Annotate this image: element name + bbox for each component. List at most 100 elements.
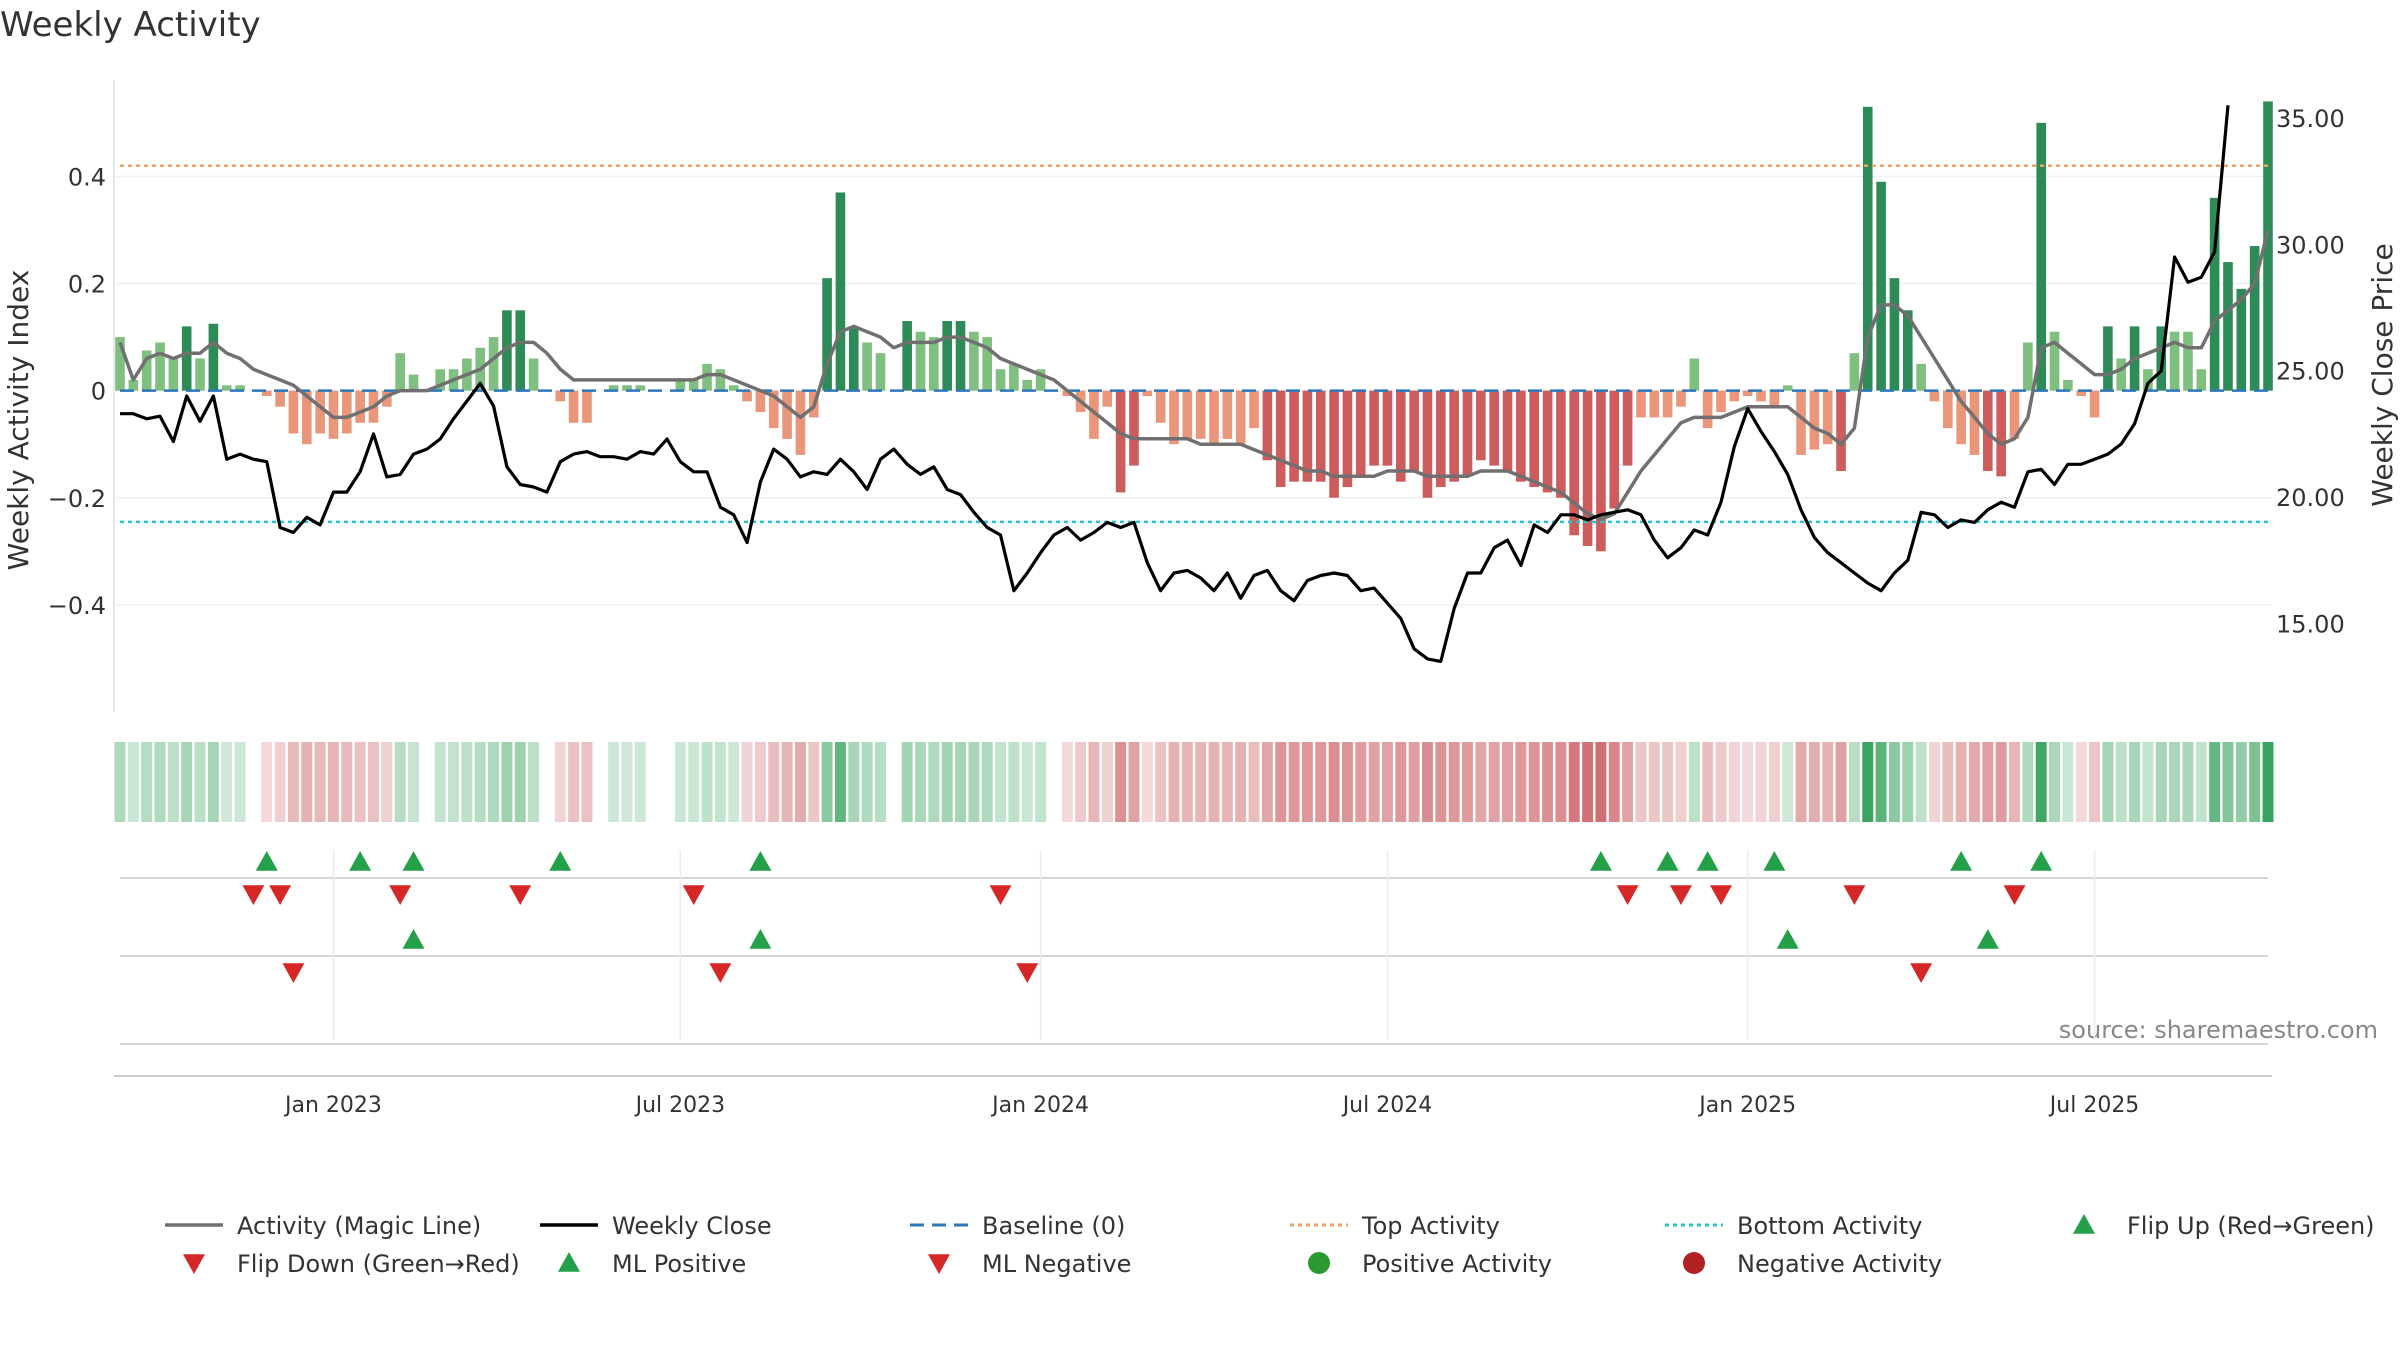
legend-label-10: Negative Activity bbox=[1737, 1250, 1942, 1278]
flip-down-marker-5 bbox=[989, 885, 1012, 905]
heat-cell-17 bbox=[341, 742, 353, 822]
activity-bar-74 bbox=[1102, 390, 1113, 407]
heat-cell-4 bbox=[167, 742, 179, 822]
activity-bar-105 bbox=[1516, 390, 1526, 482]
activity-bar-136 bbox=[1929, 390, 1940, 402]
activity-bar-104 bbox=[1502, 390, 1513, 471]
activity-bar-21 bbox=[395, 353, 405, 391]
activity-bar-121 bbox=[1729, 390, 1740, 402]
source-label: source: sharemaestro.com bbox=[2059, 1016, 2378, 1044]
activity-bar-161 bbox=[2263, 101, 2273, 391]
activity-bar-2 bbox=[141, 350, 152, 391]
heat-cell-38 bbox=[621, 742, 633, 822]
heat-cell-66 bbox=[995, 742, 1007, 822]
activity-bar-123 bbox=[1756, 390, 1766, 402]
heat-cell-154 bbox=[2169, 742, 2181, 822]
activity-bar-28 bbox=[488, 337, 499, 391]
activity-bar-47 bbox=[742, 390, 752, 402]
activity-bar-112 bbox=[1609, 390, 1620, 509]
activity-bar-90 bbox=[1315, 390, 1326, 482]
activity-bar-109 bbox=[1569, 390, 1580, 536]
activity-bar-0 bbox=[115, 337, 125, 391]
heat-cell-46 bbox=[728, 742, 740, 822]
activity-bar-20 bbox=[382, 390, 392, 407]
heat-cell-87 bbox=[1275, 742, 1287, 822]
activity-bar-13 bbox=[288, 390, 299, 434]
flip-up-marker-9 bbox=[1950, 851, 1973, 871]
heat-cell-78 bbox=[1155, 742, 1167, 822]
heat-cell-90 bbox=[1315, 742, 1327, 822]
activity-bar-89 bbox=[1302, 390, 1313, 482]
activity-bar-18 bbox=[355, 390, 365, 423]
heat-cell-125 bbox=[1782, 742, 1794, 822]
legend-label-9: Positive Activity bbox=[1362, 1250, 1552, 1278]
gridlines bbox=[114, 175, 2272, 606]
activity-bar-141 bbox=[1996, 390, 2006, 477]
heat-cell-68 bbox=[1021, 742, 1033, 822]
x-ticks: Jan 2023 Jul 2023 Jan 2024 Jul 2024 Jan 2025… bbox=[283, 850, 2139, 1118]
activity-bar-49 bbox=[768, 390, 779, 429]
activity-bar-139 bbox=[1969, 390, 1980, 455]
heat-cell-128 bbox=[1822, 742, 1834, 822]
heat-cell-159 bbox=[2235, 742, 2247, 822]
heat-cell-14 bbox=[301, 742, 313, 822]
heat-cell-160 bbox=[2249, 742, 2261, 822]
activity-bar-61 bbox=[929, 337, 939, 391]
heat-cell-135 bbox=[1915, 742, 1927, 822]
activity-bar-31 bbox=[528, 358, 539, 391]
heat-cell-80 bbox=[1181, 742, 1193, 822]
flip-up-marker-10 bbox=[2030, 851, 2053, 871]
heat-cell-140 bbox=[1982, 742, 1994, 822]
heat-cell-97 bbox=[1408, 742, 1420, 822]
activity-bar-126 bbox=[1796, 390, 1806, 455]
heat-cell-56 bbox=[861, 742, 873, 822]
heat-cell-134 bbox=[1902, 742, 1914, 822]
activity-bar-160 bbox=[2249, 246, 2260, 391]
activity-bar-94 bbox=[1369, 390, 1379, 466]
heat-cell-0 bbox=[114, 742, 126, 822]
heat-cell-117 bbox=[1675, 742, 1687, 822]
flip-up-marker-8 bbox=[1763, 851, 1786, 871]
activity-bar-122 bbox=[1742, 390, 1753, 396]
y-axis-label-left: Weekly Activity Index bbox=[2, 270, 35, 571]
heat-cell-29 bbox=[501, 742, 513, 822]
activity-bar-38 bbox=[622, 385, 632, 391]
activity-bar-15 bbox=[315, 390, 325, 434]
activity-bar-65 bbox=[982, 337, 993, 391]
y-tick-right-label-3: 20.00 bbox=[2276, 484, 2345, 512]
activity-bar-100 bbox=[1449, 390, 1459, 482]
ml-positive-marker-1 bbox=[749, 929, 772, 949]
activity-bar-4 bbox=[168, 358, 179, 391]
y-tick-label-1: 0.2 bbox=[68, 271, 106, 299]
heat-cell-2 bbox=[141, 742, 153, 822]
activity-bar-55 bbox=[848, 326, 859, 391]
activity-bar-53 bbox=[822, 278, 832, 391]
activity-bar-73 bbox=[1089, 390, 1099, 439]
heat-cell-43 bbox=[688, 742, 700, 822]
x-tick-label-0: Jan 2023 bbox=[283, 1093, 382, 1118]
heat-cell-57 bbox=[875, 742, 886, 822]
heat-cell-16 bbox=[327, 742, 339, 822]
activity-bar-147 bbox=[2076, 390, 2087, 396]
activity-bar-113 bbox=[1622, 390, 1633, 466]
heat-cell-104 bbox=[1502, 742, 1513, 822]
heat-cell-145 bbox=[2049, 742, 2061, 822]
heat-cell-31 bbox=[528, 742, 540, 822]
heat-cell-79 bbox=[1168, 742, 1180, 822]
activity-bar-110 bbox=[1582, 390, 1593, 546]
heat-cell-22 bbox=[408, 742, 419, 822]
activity-bar-115 bbox=[1649, 390, 1660, 418]
heat-cell-85 bbox=[1248, 742, 1260, 822]
activity-bar-88 bbox=[1289, 390, 1299, 482]
activity-bar-84 bbox=[1235, 390, 1246, 445]
heat-cell-77 bbox=[1141, 742, 1153, 822]
heat-cell-19 bbox=[368, 742, 379, 822]
heat-cell-37 bbox=[608, 742, 620, 822]
heat-cell-91 bbox=[1328, 742, 1340, 822]
activity-bar-56 bbox=[862, 342, 872, 391]
activity-bar-69 bbox=[1035, 369, 1046, 391]
heat-cell-11 bbox=[261, 742, 273, 822]
heat-cell-95 bbox=[1381, 742, 1393, 822]
legend-swatch-6 bbox=[183, 1254, 205, 1274]
heat-cell-13 bbox=[287, 742, 299, 822]
